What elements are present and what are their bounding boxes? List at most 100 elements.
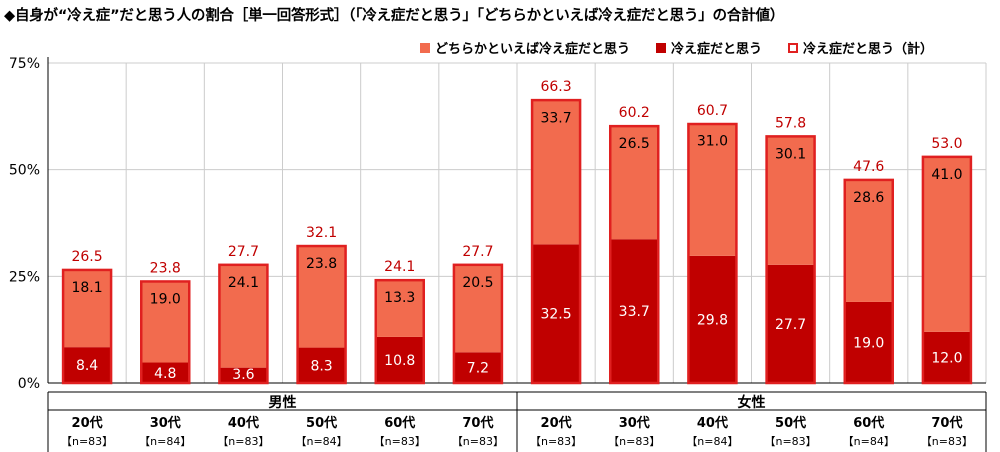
data-label-yes: 3.6 (232, 367, 254, 383)
bar-yes (766, 264, 815, 383)
bar-yes (453, 352, 502, 383)
category-label: 70代 (931, 415, 962, 431)
data-label-somewhat: 13.3 (384, 290, 415, 306)
data-label-total: 26.5 (71, 249, 102, 265)
group-label: 男性 (269, 394, 297, 411)
data-label-somewhat: 41.0 (931, 167, 962, 183)
bar-yes (922, 331, 971, 383)
sample-size-label: 【n=84】 (686, 435, 738, 448)
bar-somewhat (297, 246, 346, 348)
bar-yes (844, 301, 893, 383)
data-label-total: 27.7 (462, 244, 493, 260)
sample-size-label: 【n=84】 (843, 435, 895, 448)
data-label-total: 53.0 (931, 136, 962, 152)
bar-somewhat (219, 264, 268, 368)
bar-total-outline (609, 124, 660, 385)
category-label: 20代 (541, 415, 572, 431)
legend-swatch-light (420, 42, 430, 53)
data-label-somewhat: 23.8 (306, 256, 337, 272)
sample-size-label: 【n=84】 (295, 435, 347, 448)
data-label-somewhat: 28.6 (853, 190, 884, 206)
category-label: 50代 (775, 415, 806, 431)
bar-yes (532, 244, 581, 383)
data-label-somewhat: 20.5 (462, 275, 493, 291)
data-label-somewhat: 33.7 (540, 111, 571, 127)
bar-total-outline (452, 263, 504, 385)
bar-total-outline (218, 263, 269, 385)
data-label-somewhat: 24.1 (228, 275, 259, 291)
bar-yes (63, 347, 112, 383)
legend: どちらかといえば冷え症だと思う 冷え症だと思う 冷え症だと思う（計） (420, 38, 959, 57)
bar-total-outline (374, 278, 425, 385)
category-label: 40代 (228, 415, 259, 431)
data-label-somewhat: 18.1 (71, 280, 102, 296)
bar-total-outline (843, 178, 894, 385)
legend-item-somewhat: どちらかといえば冷え症だと思う (420, 38, 630, 57)
data-label-total: 23.8 (150, 260, 181, 276)
data-label-yes: 8.4 (76, 358, 98, 374)
bar-total-outline (61, 268, 113, 385)
bar-somewhat (610, 126, 659, 240)
data-label-total: 60.2 (619, 105, 650, 121)
data-label-total: 27.7 (228, 244, 259, 260)
bar-somewhat (688, 123, 737, 256)
bar-total-outline (687, 122, 738, 385)
bar-yes (141, 362, 190, 383)
bar-yes (219, 367, 268, 383)
data-label-yes: 29.8 (697, 312, 728, 328)
data-label-yes: 33.7 (619, 304, 650, 320)
legend-swatch-outline (788, 42, 799, 53)
legend-label-total: 冷え症だと思う（計） (803, 42, 934, 57)
category-label: 20代 (72, 415, 103, 431)
bar-somewhat (922, 156, 971, 332)
sample-size-label: 【n=83】 (608, 435, 660, 448)
data-label-total: 66.3 (540, 79, 571, 95)
sample-size-label: 【n=83】 (452, 435, 504, 448)
data-label-somewhat: 26.5 (619, 136, 650, 152)
bar-somewhat (766, 136, 815, 265)
sample-size-label: 【n=83】 (374, 435, 426, 448)
group-label: 女性 (738, 394, 766, 411)
bar-somewhat (63, 269, 112, 348)
category-label: 70代 (462, 415, 493, 431)
data-label-total: 60.7 (697, 103, 728, 119)
data-label-somewhat: 30.1 (775, 146, 806, 162)
data-label-yes: 27.7 (775, 317, 806, 333)
bar-total-outline (921, 155, 973, 385)
bar-total-outline (765, 135, 816, 385)
sample-size-label: 【n=83】 (61, 435, 113, 448)
sample-size-label: 【n=83】 (530, 435, 582, 448)
legend-item-total: 冷え症だと思う（計） (788, 38, 933, 57)
bar-yes (297, 347, 346, 383)
category-label: 40代 (697, 415, 728, 431)
chart-title: ◆自身が“冷え症”だと思う人の割合［単一回答形式］（「冷え症だと思う」「どちらか… (4, 8, 785, 24)
sample-size-label: 【n=83】 (217, 435, 269, 448)
sample-size-label: 【n=83】 (921, 435, 973, 448)
data-label-total: 47.6 (853, 159, 884, 175)
data-label-yes: 19.0 (853, 335, 884, 351)
data-label-yes: 7.2 (467, 361, 489, 377)
bar-total-outline (296, 244, 347, 385)
data-label-yes: 8.3 (310, 358, 332, 374)
category-label: 30代 (619, 415, 650, 431)
data-label-yes: 32.5 (540, 307, 571, 323)
legend-label-somewhat: どちらかといえば冷え症だと思う (435, 42, 631, 57)
bar-total-outline (530, 98, 582, 385)
y-tick-label: 75% (9, 56, 40, 72)
bar-somewhat (532, 100, 581, 245)
data-label-total: 24.1 (384, 259, 415, 275)
data-label-yes: 12.0 (931, 350, 962, 366)
sample-size-label: 【n=84】 (139, 435, 191, 448)
data-label-total: 57.8 (775, 115, 806, 131)
bar-somewhat (844, 179, 893, 302)
bar-somewhat (453, 264, 502, 353)
bar-yes (610, 239, 659, 383)
data-label-yes: 10.8 (384, 353, 415, 369)
data-label-total: 32.1 (306, 225, 337, 241)
bar-total-outline (140, 280, 191, 385)
data-label-somewhat: 19.0 (150, 291, 181, 307)
bar-yes (375, 336, 424, 383)
data-label-somewhat: 31.0 (697, 134, 728, 150)
legend-label-yes: 冷え症だと思う (671, 42, 763, 57)
